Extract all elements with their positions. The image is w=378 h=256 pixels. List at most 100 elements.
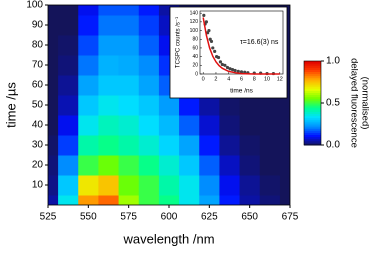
- heat-cell: [48, 55, 59, 76]
- heat-cell: [199, 115, 220, 136]
- colorbar-band: [304, 111, 321, 114]
- heat-cell: [48, 75, 59, 96]
- x-axis-label: wavelength /nm: [122, 231, 214, 246]
- heat-cell: [259, 155, 281, 176]
- heat-cell: [138, 175, 160, 196]
- heat-cell: [78, 135, 99, 156]
- colorbar-band: [304, 103, 321, 106]
- inset-y-tick-label: 60: [192, 45, 198, 51]
- data-point: [228, 67, 232, 71]
- y-tick-label: 90: [32, 20, 44, 31]
- colorbar-band: [304, 142, 321, 146]
- heat-cell: [48, 15, 59, 36]
- data-point: [204, 20, 208, 24]
- colorbar-label: (normalised): [359, 77, 370, 130]
- heat-cell: [279, 115, 290, 136]
- heat-cell: [58, 135, 79, 156]
- heat-cell: [78, 175, 99, 196]
- heat-cell: [158, 195, 180, 205]
- heat-cell: [259, 95, 281, 116]
- y-tick-label: 80: [32, 40, 44, 51]
- heat-cell: [219, 135, 241, 156]
- colorbar-band: [304, 136, 321, 140]
- colorbar-band: [304, 98, 321, 102]
- heat-cell: [48, 155, 59, 176]
- colorbar-band: [304, 117, 321, 121]
- inset-x-tick-label: 10: [264, 76, 270, 82]
- heat-cell: [138, 155, 160, 176]
- colorbar-band: [304, 115, 321, 119]
- heat-cell: [48, 135, 59, 156]
- heat-cell: [279, 155, 290, 176]
- y-tick-label: 10: [32, 180, 44, 191]
- heat-cell: [138, 15, 160, 36]
- heat-cell: [98, 95, 120, 116]
- heat-cell: [158, 5, 180, 16]
- heat-cell: [199, 135, 220, 156]
- heat-cell: [98, 55, 120, 76]
- y-tick-label: 40: [32, 120, 44, 131]
- y-tick-label: 50: [32, 100, 44, 111]
- colorbar-band: [304, 119, 321, 123]
- heat-cell: [98, 175, 120, 196]
- heat-cell: [118, 5, 140, 16]
- inset-y-tick-label: 40: [192, 54, 198, 60]
- heat-cell: [199, 95, 220, 116]
- heat-cell: [199, 195, 220, 205]
- heat-cell: [48, 5, 59, 16]
- colorbar-band: [304, 140, 321, 144]
- heat-cell: [78, 35, 99, 56]
- heat-cell: [58, 95, 79, 116]
- heat-cell: [118, 75, 140, 96]
- heat-cell: [259, 175, 281, 196]
- colorbar-band: [304, 88, 321, 91]
- data-point: [209, 39, 214, 44]
- colorbar-band: [304, 126, 321, 129]
- heat-cell: [158, 155, 180, 176]
- heat-cell: [118, 15, 140, 36]
- heat-cell: [48, 195, 59, 205]
- heat-cell: [239, 175, 261, 196]
- x-tick-label: 525: [40, 212, 57, 223]
- heat-cell: [179, 135, 200, 156]
- data-point: [207, 28, 211, 33]
- heat-cell: [138, 95, 160, 116]
- heat-cell: [98, 5, 120, 16]
- colorbar-tick-label: 1.0: [326, 56, 340, 67]
- y-tick-label: 100: [26, 0, 43, 11]
- data-point: [211, 46, 215, 50]
- heat-cell: [58, 35, 79, 56]
- heat-cell: [239, 195, 261, 205]
- data-point: [223, 63, 227, 67]
- heat-cell: [219, 195, 241, 205]
- heat-cell: [239, 115, 261, 136]
- inset-y-tick-label: 0: [195, 71, 198, 77]
- inset-x-label: time /ns: [230, 88, 254, 95]
- x-tick-label: 675: [282, 212, 299, 223]
- heat-cell: [78, 75, 99, 96]
- colorbar-band: [304, 63, 321, 66]
- inset-x-tick-label: 4: [227, 76, 230, 82]
- heat-cell: [219, 155, 241, 176]
- heat-cell: [98, 195, 120, 205]
- data-point: [239, 70, 244, 74]
- heat-cell: [219, 115, 241, 136]
- heat-cell: [58, 195, 79, 205]
- heat-cell: [279, 95, 290, 116]
- inset-x-tick-label: 6: [240, 76, 243, 82]
- colorbar-tick-label: 0.0: [326, 140, 340, 151]
- inset-y-tick-label: 20: [192, 63, 198, 69]
- inset-frame: [169, 6, 288, 99]
- colorbar-band: [304, 134, 321, 138]
- inset-y-tick-label: 80: [192, 37, 198, 43]
- heat-cell: [78, 15, 99, 36]
- colorbar-band: [304, 73, 321, 77]
- y-tick-label: 30: [32, 140, 44, 151]
- heat-cell: [179, 115, 200, 136]
- heat-cell: [118, 35, 140, 56]
- heat-cell: [199, 175, 220, 196]
- data-point: [216, 55, 221, 60]
- heat-cell: [78, 115, 99, 136]
- heat-cell: [259, 195, 281, 205]
